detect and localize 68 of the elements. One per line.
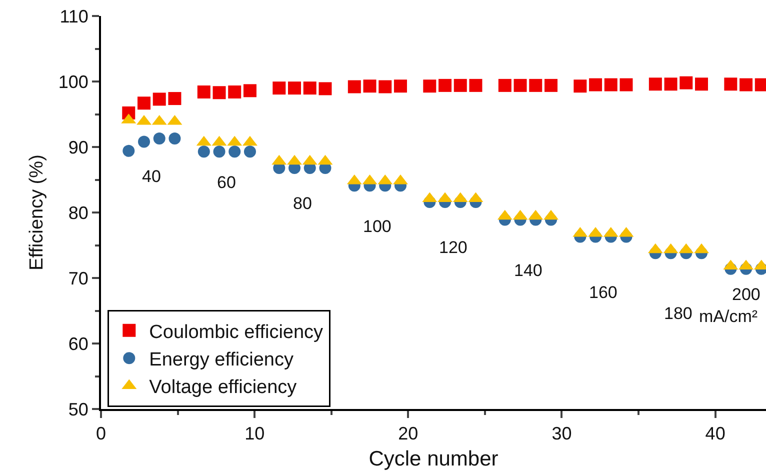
point [168,92,182,106]
point [724,78,738,91]
x-tick-label: 0 [96,424,106,444]
y-tick-label: 60 [68,334,88,354]
point [228,146,241,158]
point [318,82,332,96]
point [244,146,256,158]
y-tick-label: 90 [68,137,88,158]
point [469,78,482,92]
annotation: 180 [664,304,692,323]
point [438,78,452,92]
point [695,78,708,91]
x-axis-title: Cycle number [368,447,498,470]
annotation: 80 [293,194,312,213]
point [454,78,467,92]
point [138,96,150,110]
point [363,80,376,93]
point [168,132,181,144]
point [378,80,392,94]
point [212,86,226,100]
point [138,136,150,148]
point [544,78,558,92]
point [228,85,242,98]
legend-label: Energy efficiency [149,349,294,370]
point [348,80,361,94]
y-tick-label: 100 [58,72,88,92]
point [604,78,618,92]
point [394,80,407,93]
annotation: 40 [142,167,161,186]
annotation: 120 [439,238,468,257]
y-tick-label: 70 [68,268,88,288]
point [288,82,302,95]
point [664,78,678,91]
y-axis-title: Efficiency (%) [26,154,48,270]
y-tick-label: 110 [60,6,88,26]
point [198,146,210,158]
annotation: 200 [732,285,760,304]
point [272,82,286,95]
point [529,78,542,92]
annotation: 100 [363,217,392,236]
point [589,78,602,92]
legend-label: Voltage efficiency [149,377,298,398]
point [213,146,226,158]
point [680,76,693,90]
y-tick-label: 50 [68,399,88,420]
point [153,132,166,144]
annotation: 60 [217,173,236,192]
point [423,80,436,93]
annotation: mA/cm² [699,307,758,326]
x-tick-label: 10 [244,424,265,444]
point [243,84,256,98]
x-tick-label: 20 [398,424,418,444]
annotation: 140 [514,261,542,280]
y-tick-label: 80 [68,202,88,223]
point [620,78,633,92]
point [152,92,166,106]
point [498,78,512,92]
x-tick-label: 30 [552,424,572,444]
point [122,144,135,157]
point [648,78,662,91]
point [574,80,587,93]
annotation: 160 [589,283,618,302]
x-tick-label: 40 [705,424,726,444]
point [514,78,527,92]
point [197,85,210,98]
point [303,82,316,95]
point [740,78,753,92]
legend-label: Coulombic efficiency [149,322,324,343]
